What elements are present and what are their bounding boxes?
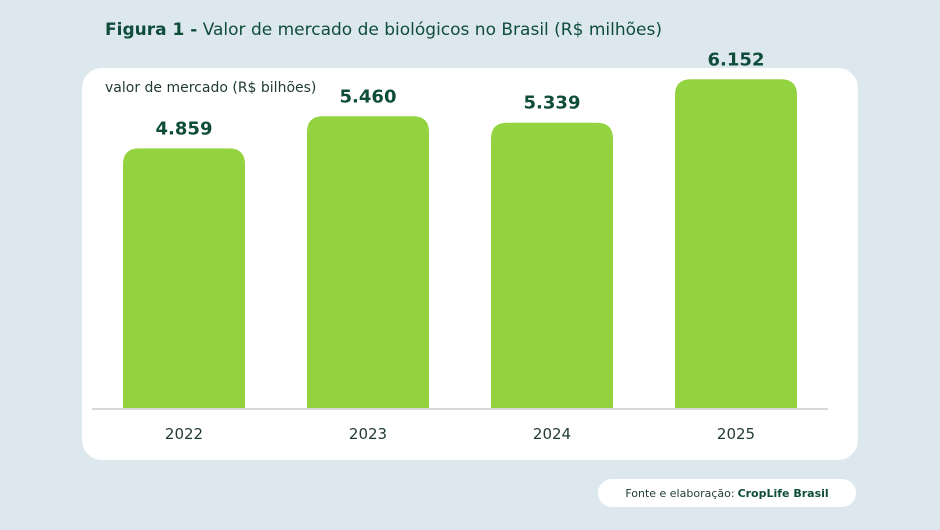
bar-2023 xyxy=(307,116,429,408)
bar-2022 xyxy=(123,148,245,408)
x-tick-label-2025: 2025 xyxy=(717,425,755,443)
y-axis-label: valor de mercado (R$ bilhões) xyxy=(105,80,317,96)
source-badge: Fonte e elaboração: CropLife Brasil xyxy=(598,479,856,507)
value-label-2025: 6.152 xyxy=(708,49,765,70)
x-tick-label-2024: 2024 xyxy=(533,425,571,443)
bar-2025 xyxy=(675,79,797,408)
x-tick-label-2023: 2023 xyxy=(349,425,387,443)
figure-title: Figura 1 - Valor de mercado de biológico… xyxy=(105,20,662,40)
value-label-2024: 5.339 xyxy=(524,93,581,114)
bar-2024 xyxy=(491,122,613,408)
source-prefix: Fonte e elaboração: xyxy=(625,486,735,500)
figure-title-text: Valor de mercado de biológicos no Brasil… xyxy=(202,20,662,40)
x-tick-label-2022: 2022 xyxy=(165,425,203,443)
value-label-2023: 5.460 xyxy=(340,86,397,107)
figure-label: Figura 1 - xyxy=(105,20,198,40)
value-label-2022: 4.859 xyxy=(156,118,213,139)
source-brand: CropLife Brasil xyxy=(737,486,829,500)
